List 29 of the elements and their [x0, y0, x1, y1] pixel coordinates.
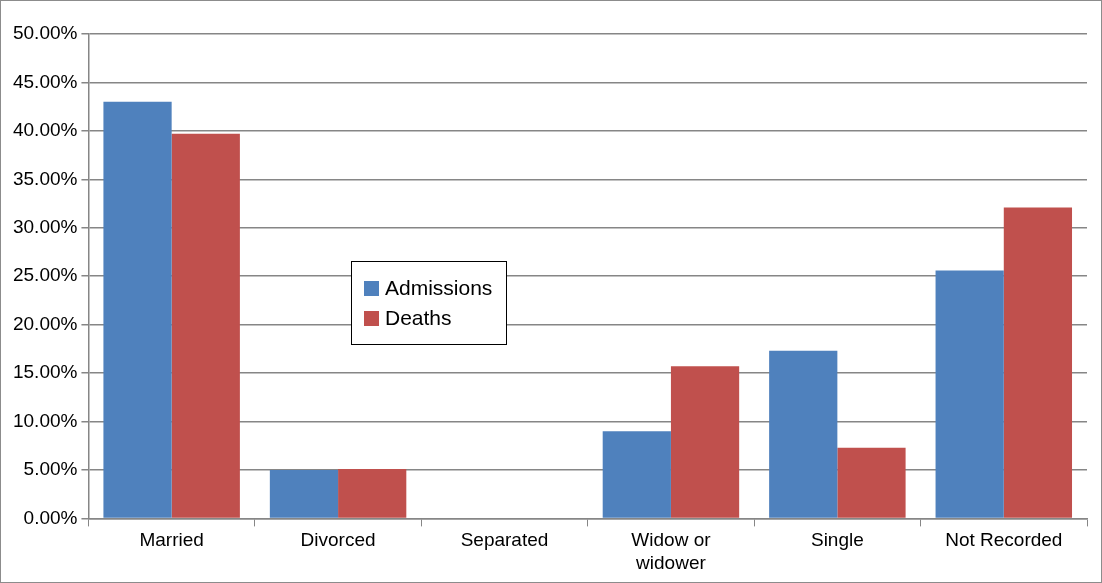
y-tick-label: 20.00%	[12, 312, 78, 334]
y-tick-label: 30.00%	[12, 215, 78, 237]
y-tick-label: 50.00%	[12, 22, 78, 44]
x-tick-label: Not Recorded	[945, 529, 1063, 551]
bar	[269, 469, 339, 518]
x-tick-label: Separated	[460, 529, 549, 551]
x-tick-label: Divorced	[300, 529, 376, 551]
bar	[837, 447, 906, 518]
y-tick-label: 25.00%	[12, 264, 78, 286]
bar	[171, 133, 240, 518]
y-tick-label: 35.00%	[12, 167, 78, 189]
bar	[103, 101, 172, 518]
bar	[670, 366, 740, 518]
bar	[602, 431, 671, 518]
y-tick-label: 10.00%	[12, 409, 78, 431]
y-tick-label: 45.00%	[12, 70, 78, 92]
y-tick-label: 15.00%	[12, 361, 78, 383]
legend-label: Admissions	[385, 276, 493, 300]
x-tick-label: Married	[139, 529, 204, 551]
legend-label: Deaths	[385, 306, 452, 330]
x-tick-label: Single	[810, 529, 864, 551]
x-tick-label: Widow or widower	[631, 529, 712, 573]
y-tick-label: 40.00%	[12, 119, 78, 141]
bar	[769, 350, 838, 518]
bar	[1003, 207, 1073, 518]
y-tick-label: 5.00%	[23, 458, 78, 480]
bar	[935, 270, 1004, 518]
y-tick-label: 0.00%	[23, 506, 78, 528]
bar	[338, 468, 407, 518]
